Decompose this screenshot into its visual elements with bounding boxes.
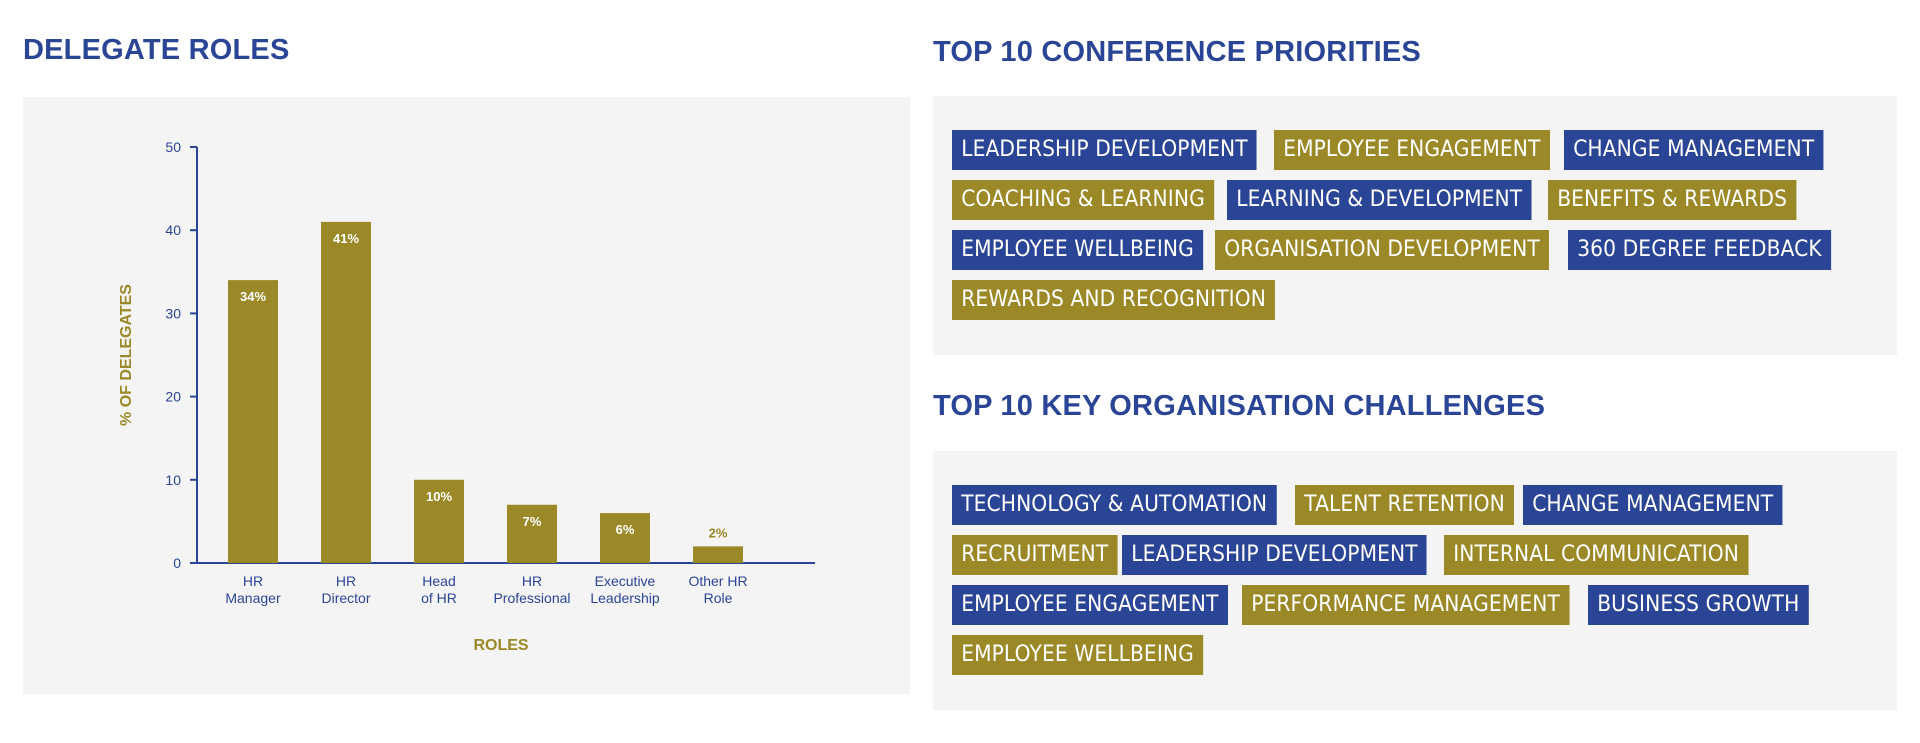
y-tick-label: 20 [165,389,181,405]
category-label: Head [422,573,455,589]
prioritie-tag: BENEFITS & REWARDS [1548,180,1797,220]
prioritie-tag: 360 DEGREE FEEDBACK [1568,230,1832,270]
bar [507,504,557,563]
challenge-tag: TALENT RETENTION [1294,485,1514,525]
y-tick-label: 40 [165,222,181,238]
delegate-roles-bar-chart: 0102030405034%HRManager41%HRDirector10%H… [118,139,815,654]
prioritie-tag: LEADERSHIP DEVELOPMENT [952,130,1257,170]
bar-data-label: 41% [333,231,359,246]
y-axis-title: % OF DELEGATES [118,284,135,426]
prioritie-tag: EMPLOYEE ENGAGEMENT [1273,130,1550,170]
conference-priorities-panel: LEADERSHIP DEVELOPMENT EMPLOYEE ENGAGEMEN… [933,96,1897,355]
challenge-tag: PERFORMANCE MANAGEMENT [1241,585,1569,625]
y-tick-label: 0 [173,555,181,571]
x-axis-title: ROLES [473,637,528,654]
category-label: of HR [421,590,457,606]
bar [414,479,464,563]
bar [228,280,278,563]
prioritie-tag: ORGANISATION DEVELOPMENT [1215,230,1550,270]
category-label: HR [336,573,356,589]
category-label: Role [704,590,733,606]
conference-priorities-heading: TOP 10 CONFERENCE PRIORITIES [933,36,1421,68]
delegate-roles-chart-panel: 0 10 20 30 40 50 34% HR Manager 41% HR Director 10% H… [23,97,910,694]
challenge-tag: RECRUITMENT [952,535,1118,575]
prioritie-tag: LEARNING & DEVELOPMENT [1227,180,1532,220]
prioritie-tag: CHANGE MANAGEMENT [1563,130,1823,170]
bar-data-label: 2% [709,525,728,540]
priorities-tag-list: LEADERSHIP DEVELOPMENT EMPLOYEE ENGAGEMEN… [952,130,1892,320]
category-label: Other HR [688,573,747,589]
bar-data-label: 7% [523,514,542,529]
category-label: Professional [493,590,570,606]
category-label: Manager [225,590,281,606]
challenge-tag: EMPLOYEE ENGAGEMENT [952,585,1228,625]
category-label: HR [522,573,542,589]
category-label: Executive [595,573,656,589]
bar-data-label: 6% [616,522,635,537]
bar-data-label: 34% [240,289,266,304]
organisation-challenges-heading: TOP 10 KEY ORGANISATION CHALLENGES [933,390,1546,422]
prioritie-tag: COACHING & LEARNING [952,180,1215,220]
bar [600,513,650,563]
challenges-tag-list: TECHNOLOGY & AUTOMATION TALENT RETENTION C… [952,485,1892,675]
category-label: Leadership [590,590,659,606]
bar [693,546,743,563]
category-label: Director [321,590,370,606]
challenge-tag: INTERNAL COMMUNICATION [1443,535,1748,575]
challenges-panel: TECHNOLOGY & AUTOMATION TALENT RETENTION C… [933,451,1897,710]
category-label: HR [243,573,263,589]
y-tick-label: 30 [165,305,181,321]
challenge-tag: LEADERSHIP DEVELOPMENT [1121,535,1427,575]
bar-data-label: 10% [426,489,452,504]
prioritie-tag: REWARDS AND RECOGNITION [952,280,1276,320]
challenge-tag: EMPLOYEE WELLBEING [952,635,1204,675]
delegate-roles-heading: DELEGATE ROLES [23,34,290,66]
bar [321,221,371,563]
challenge-tag: CHANGE MANAGEMENT [1523,485,1783,525]
y-tick-label: 10 [165,472,181,488]
challenge-tag: BUSINESS GROWTH [1587,585,1809,625]
challenge-tag: TECHNOLOGY & AUTOMATION [952,485,1277,525]
y-tick-label: 50 [165,139,181,155]
prioritie-tag: EMPLOYEE WELLBEING [952,230,1204,270]
